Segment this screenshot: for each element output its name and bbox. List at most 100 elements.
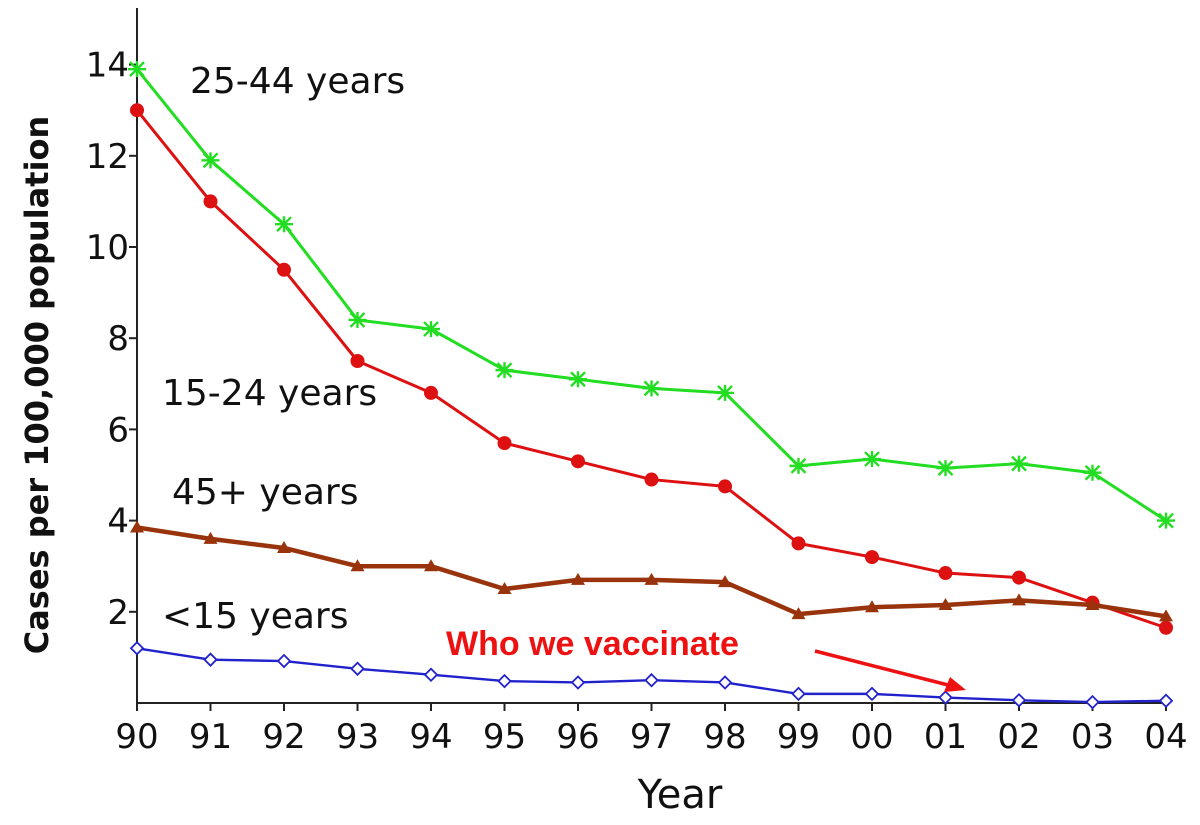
data-point xyxy=(350,661,365,677)
y-tick-label: 4 xyxy=(107,502,129,542)
annotation-arrowhead xyxy=(944,677,966,692)
y-tick-label: 12 xyxy=(86,137,129,177)
chart-annotation: Who we vaccinate xyxy=(446,625,966,692)
chart-labels: 25-44 years 15-24 years 45+ years <15 years xyxy=(162,61,405,637)
x-tick-label: 90 xyxy=(115,717,158,757)
data-point xyxy=(1085,597,1100,610)
data-point xyxy=(1085,694,1100,710)
data-point xyxy=(863,451,881,468)
data-point xyxy=(936,460,955,477)
x-tick-label: 98 xyxy=(703,717,746,757)
data-point xyxy=(130,520,144,533)
data-point xyxy=(717,675,733,690)
data-point xyxy=(203,194,218,209)
data-point xyxy=(350,354,365,368)
data-point xyxy=(201,152,220,169)
data-point xyxy=(644,572,659,585)
data-point xyxy=(644,472,659,487)
data-point xyxy=(495,362,514,379)
x-tick-label: 02 xyxy=(997,717,1040,757)
data-point xyxy=(791,536,806,551)
data-point xyxy=(789,457,808,474)
series-2 xyxy=(130,520,1173,622)
data-point xyxy=(203,652,218,667)
data-point xyxy=(791,607,806,620)
series-line xyxy=(135,68,1167,522)
x-tick-label: 99 xyxy=(777,717,820,757)
data-point xyxy=(422,321,440,338)
annotation-label: Who we vaccinate xyxy=(446,625,739,663)
data-point xyxy=(1012,570,1026,585)
data-point xyxy=(718,575,732,588)
x-tick-label: 96 xyxy=(556,717,599,757)
x-tick-label: 03 xyxy=(1071,717,1114,757)
y-tick-label: 10 xyxy=(86,228,129,268)
y-tick-label: 8 xyxy=(107,319,129,359)
data-point xyxy=(571,572,585,585)
data-point xyxy=(1159,609,1173,622)
data-point xyxy=(1012,593,1026,606)
chart-series xyxy=(128,61,1175,710)
series-label: 25-44 years xyxy=(190,61,405,102)
data-point xyxy=(642,380,661,397)
data-point xyxy=(865,600,879,613)
y-axis-title: Cases per 100,000 population xyxy=(18,116,56,655)
x-tick-label: 94 xyxy=(409,717,452,757)
x-tick-label: 91 xyxy=(189,717,232,757)
data-point xyxy=(275,216,293,233)
data-point xyxy=(716,384,734,401)
data-point xyxy=(571,454,585,469)
annotation-arrow-line xyxy=(814,649,953,688)
series-label: <15 years xyxy=(162,596,349,637)
series-3 xyxy=(129,641,1174,710)
series-label: 15-24 years xyxy=(162,373,377,414)
data-point xyxy=(1083,464,1102,481)
data-point xyxy=(938,597,953,610)
x-tick-label: 97 xyxy=(630,717,673,757)
x-tick-label: 04 xyxy=(1144,717,1187,757)
data-point xyxy=(130,103,144,118)
data-point xyxy=(1157,512,1175,529)
y-tick-label: 6 xyxy=(107,410,129,450)
data-point xyxy=(424,559,438,572)
y-tick-label: 2 xyxy=(107,593,129,633)
data-point xyxy=(350,559,365,572)
data-point xyxy=(203,531,218,544)
data-point xyxy=(277,540,291,553)
x-axis-title: Year xyxy=(637,772,723,818)
chart-axes: 2 4 6 8 10 12 14 90 91 92 93 94 95 96 97 98 99 00 01 02 03 04… xyxy=(18,8,1188,818)
data-point xyxy=(497,436,512,451)
x-tick-label: 92 xyxy=(262,717,305,757)
data-point xyxy=(718,479,732,494)
data-point xyxy=(644,672,659,688)
x-tick-label: 93 xyxy=(336,717,379,757)
data-point xyxy=(570,675,586,690)
series-label: 45+ years xyxy=(172,472,359,513)
data-point xyxy=(497,673,512,689)
series-1 xyxy=(130,103,1173,635)
data-point xyxy=(277,262,291,277)
data-point xyxy=(276,653,292,669)
data-point xyxy=(424,385,438,400)
data-point xyxy=(1010,455,1028,472)
x-tick-label: 01 xyxy=(924,717,967,757)
data-point xyxy=(1011,692,1027,708)
data-point xyxy=(791,686,806,702)
data-point xyxy=(865,550,879,565)
data-point xyxy=(129,641,145,656)
data-point xyxy=(423,667,439,683)
data-point xyxy=(569,371,587,388)
data-point xyxy=(497,582,512,594)
data-point xyxy=(938,566,953,581)
data-point xyxy=(128,61,146,78)
data-point xyxy=(938,690,953,705)
x-tick-label: 00 xyxy=(850,717,893,757)
data-point xyxy=(1158,693,1174,708)
x-tick-label: 95 xyxy=(483,717,526,757)
data-point xyxy=(348,311,367,328)
data-point xyxy=(864,686,880,702)
data-point xyxy=(1159,620,1173,635)
series-0 xyxy=(128,61,1175,529)
y-tick-label: 14 xyxy=(86,46,129,86)
